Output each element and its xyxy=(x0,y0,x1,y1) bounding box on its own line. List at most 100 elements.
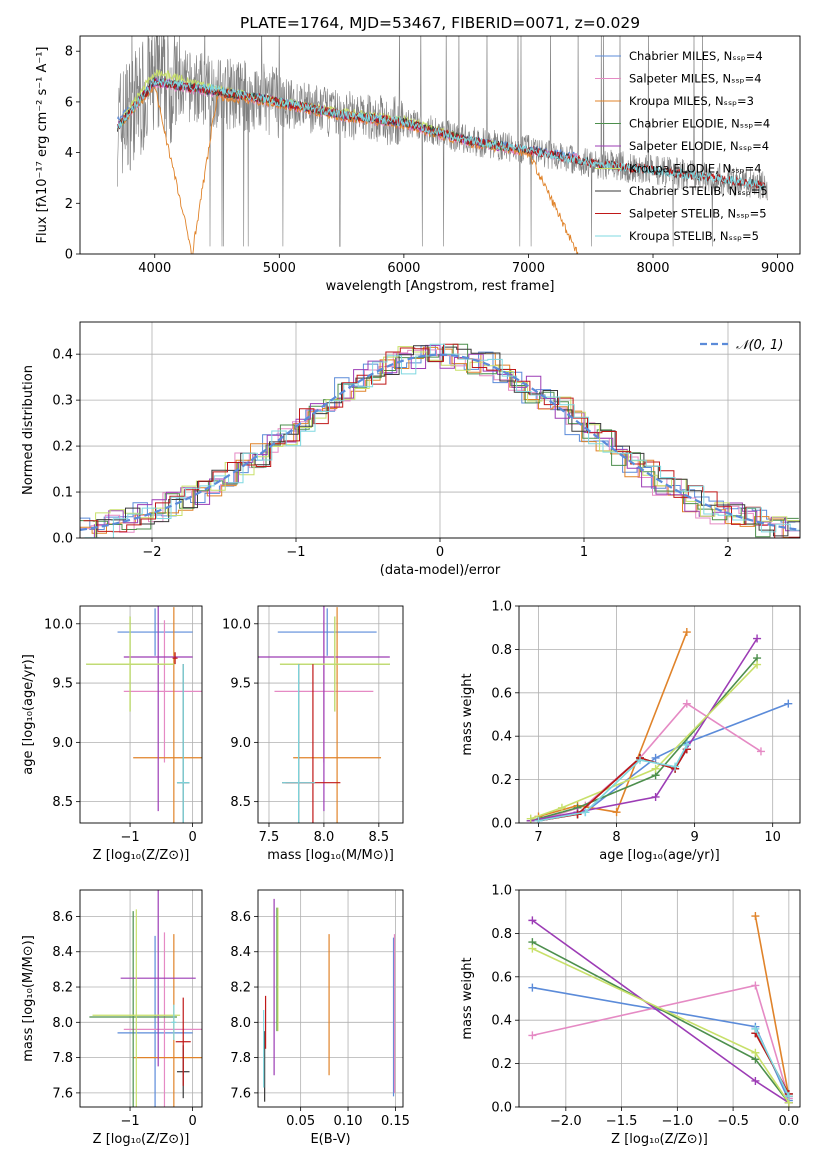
weight-marker xyxy=(784,1092,793,1101)
histogram-2 xyxy=(80,346,798,538)
chart-title: PLATE=1764, MJD=53467, FIBERID=0071, z=0… xyxy=(240,14,640,32)
histogram-1 xyxy=(80,349,797,538)
y-tick-label: 8.0 xyxy=(52,1016,73,1031)
x-tick-label: 0.15 xyxy=(381,1114,410,1129)
y-tick-label: 0.6 xyxy=(491,686,512,701)
y-tick-label: 0.0 xyxy=(491,817,512,832)
y-tick-label: 0 xyxy=(65,248,73,263)
y-axis-label: Flux [fλ10⁻¹⁷ erg cm⁻² s⁻¹ A⁻¹] xyxy=(35,47,50,244)
weight-line-2 xyxy=(538,631,688,818)
weight-marker xyxy=(753,634,762,643)
y-tick-label: 0.3 xyxy=(52,394,73,409)
legend-label: Kroupa ELODIE, Nₛₛₚ=4 xyxy=(629,162,762,176)
y-tick-label: 1.0 xyxy=(491,600,512,615)
legend-label: Salpeter ELODIE, Nₛₛₚ=4 xyxy=(629,139,769,153)
panel-weight-vs-Z: −2.0 −1.5 −1.0 −0.5 0.0 0.0 0.2 0.4 0.6 0.8 1.0 Z [… xyxy=(460,884,801,1147)
x-axis-label: (data-model)/error xyxy=(380,563,501,578)
weight-marker xyxy=(751,1048,760,1057)
plot-area xyxy=(263,898,396,1102)
weight-marker xyxy=(751,912,760,921)
plot-area xyxy=(528,912,793,1107)
y-tick-label: 9.5 xyxy=(52,677,73,692)
x-tick-label: 1 xyxy=(580,545,588,560)
panel-age-vs-mass: 7.5 8.0 8.5 8.5 9.0 9.5 10.0 mass [log₁₀(M/M⊙)] xyxy=(222,605,404,863)
weight-marker xyxy=(651,764,660,773)
weight-marker xyxy=(682,699,691,708)
plot-area xyxy=(526,628,793,823)
weight-marker xyxy=(753,660,762,669)
weight-marker xyxy=(751,981,760,990)
panel-weight-vs-age: 7 8 9 10 0.0 0.2 0.4 0.6 0.8 1.0 age [log₁₀(age/yr… xyxy=(460,600,801,863)
histogram-8 xyxy=(84,343,800,538)
x-tick-label: −1 xyxy=(120,1114,139,1129)
panel-mass-vs-ebv: 0.05 0.10 0.15 7.6 7.8 8.0 8.2 8.4 8.6 E(B-V) xyxy=(230,889,410,1147)
weight-marker xyxy=(635,756,644,765)
x-axis-label: Z [log₁₀(Z/Z⊙)] xyxy=(611,1132,708,1147)
legend-label: Salpeter MILES, Nₛₛₚ=4 xyxy=(629,72,762,86)
x-tick-label: −1.5 xyxy=(606,1114,638,1129)
axes-frame xyxy=(79,321,801,539)
y-tick-label: 0.2 xyxy=(52,440,73,455)
weight-marker xyxy=(651,753,660,762)
y-tick-label: 7.6 xyxy=(52,1086,73,1101)
x-tick-label: −1.0 xyxy=(662,1114,694,1129)
y-tick-label: 8.6 xyxy=(230,910,251,925)
x-axis-label: Z [log₁₀(Z/Z⊙)] xyxy=(93,1132,190,1147)
y-tick-label: 8.5 xyxy=(52,795,73,810)
y-tick-label: 8 xyxy=(65,45,73,60)
y-axis-label: mass [log₁₀(M/M⊙)] xyxy=(21,935,36,1062)
y-tick-label: 0.8 xyxy=(491,927,512,942)
axes-frame xyxy=(257,889,404,1108)
x-axis-label: wavelength [Angstrom, rest frame] xyxy=(326,279,555,294)
weight-marker xyxy=(784,699,793,708)
panel-spectrum: 4000 5000 6000 7000 8000 9000 0 2 4 6 8 Chabrier MI… xyxy=(35,14,801,294)
weight-marker xyxy=(528,916,537,925)
weight-marker xyxy=(528,1031,537,1040)
y-tick-label: 7.6 xyxy=(230,1086,251,1101)
y-tick-label: 0.6 xyxy=(491,970,512,985)
weight-line-4 xyxy=(531,919,790,1104)
histogram-4 xyxy=(80,344,800,538)
x-tick-label: 0 xyxy=(436,545,444,560)
plot-area xyxy=(89,890,202,1107)
y-tick-label: 0.1 xyxy=(52,486,73,501)
panel-residuals: −2 −1 0 1 2 0.0 0.1 0.2 0.3 0.4 𝒩(0, 1) (data-model… xyxy=(21,321,801,578)
x-tick-label: 0 xyxy=(188,830,196,845)
y-tick-label: 8.0 xyxy=(230,1016,251,1031)
y-tick-label: 8.4 xyxy=(230,945,251,960)
weight-line-3 xyxy=(530,657,758,822)
weight-line-0 xyxy=(538,702,789,822)
y-tick-label: 8.6 xyxy=(52,910,73,925)
x-tick-label: 9000 xyxy=(761,261,794,276)
y-tick-label: 8.5 xyxy=(230,795,251,810)
legend-label: Kroupa MILES, Nₛₛₚ=3 xyxy=(629,94,754,108)
y-tick-label: 8.4 xyxy=(52,945,73,960)
histogram-7 xyxy=(83,343,800,538)
y-tick-label: 1.0 xyxy=(491,884,512,899)
histogram-5 xyxy=(81,346,800,538)
x-tick-label: 9 xyxy=(690,830,698,845)
axes-frame xyxy=(79,35,801,255)
y-tick-label: 7.8 xyxy=(230,1051,251,1066)
x-tick-label: 6000 xyxy=(387,261,420,276)
panel-mass-vs-Z: −1 0 7.6 7.8 8.0 8.2 8.4 8.6 Z [log₁₀(Z/Z⊙)] mass… xyxy=(21,889,203,1147)
panel-age-vs-Z: −1 0 8.5 9.0 9.5 10.0 Z [log₁₀(Z/Z⊙)] age [log₁… xyxy=(21,605,203,863)
plot-area xyxy=(258,606,390,823)
weight-marker xyxy=(534,816,543,823)
weight-marker xyxy=(671,762,680,771)
weight-marker xyxy=(528,983,537,992)
x-axis-label: Z [log₁₀(Z/Z⊙)] xyxy=(93,848,190,863)
legend-label: Kroupa STELIB, Nₛₛₚ=5 xyxy=(629,229,759,243)
x-tick-label: 8000 xyxy=(636,261,669,276)
y-tick-label: 0.4 xyxy=(52,348,73,363)
x-tick-label: 0.05 xyxy=(286,1114,315,1129)
x-tick-label: 5000 xyxy=(263,261,296,276)
x-tick-label: −1 xyxy=(286,545,305,560)
weight-marker xyxy=(682,740,691,749)
y-tick-label: 10.0 xyxy=(44,617,73,632)
y-axis-label: mass weight xyxy=(460,673,475,755)
y-tick-label: 9.5 xyxy=(230,677,251,692)
y-tick-label: 6 xyxy=(65,95,73,110)
weight-marker xyxy=(751,1076,760,1085)
x-tick-label: 0.0 xyxy=(779,1114,800,1129)
